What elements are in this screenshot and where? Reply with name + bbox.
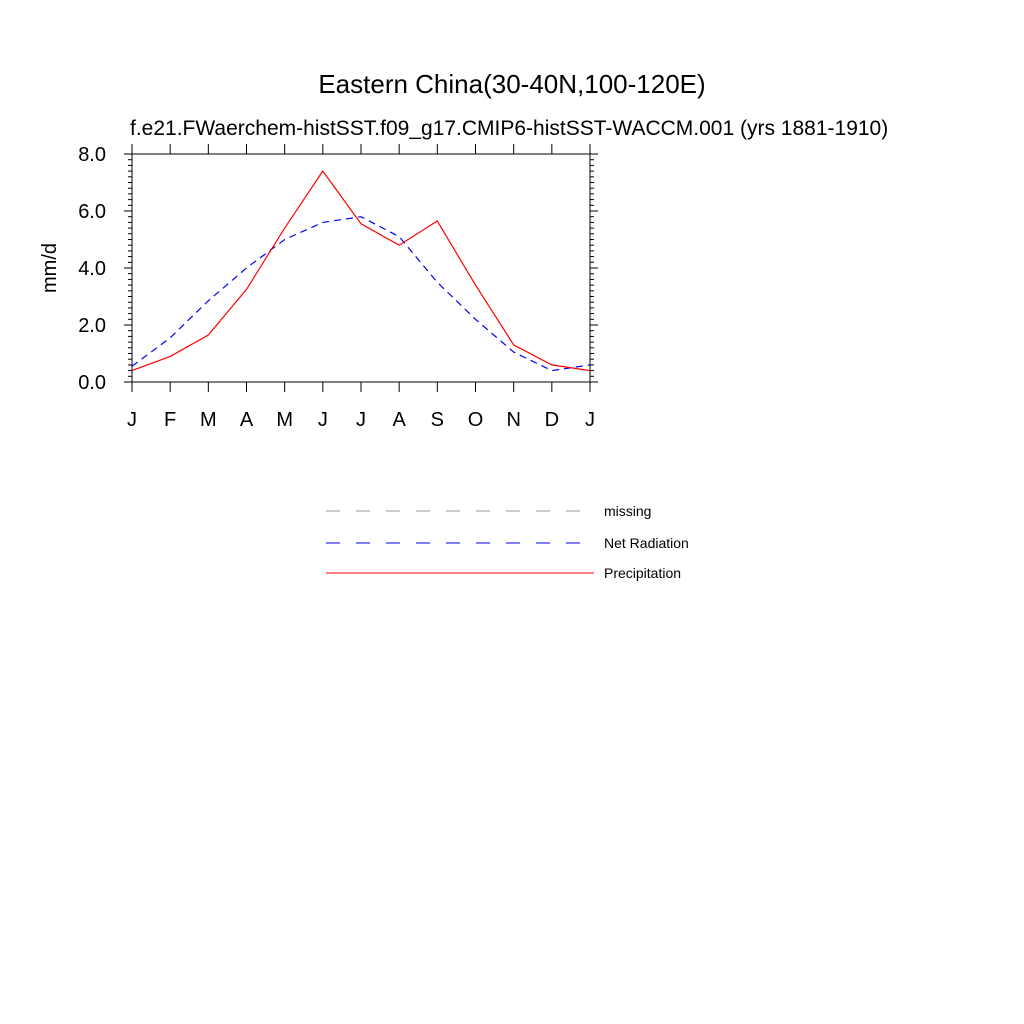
legend: missing Net Radiation Precipitation — [326, 503, 689, 581]
series-line-net-radiation — [131, 216, 591, 372]
plot-frame — [131, 153, 591, 383]
x-tick-label: N — [506, 409, 520, 431]
x-tick-label: J — [318, 409, 328, 431]
x-tick-label: S — [431, 409, 444, 431]
x-tick-label: J — [585, 409, 595, 431]
legend-label: missing — [604, 503, 651, 519]
chart-subtitle: f.e21.FWaerchem-histSST.f09_g17.CMIP6-hi… — [130, 117, 889, 140]
y-tick-labels: 0.0 2.0 4.0 6.0 8.0 — [78, 144, 106, 394]
x-tick-label: J — [356, 409, 366, 431]
legend-label: Net Radiation — [604, 535, 689, 551]
y-tick-label: 4.0 — [78, 258, 106, 280]
x-tick-label: O — [468, 409, 484, 431]
x-tick-label: D — [545, 409, 559, 431]
x-tick-label: A — [392, 409, 406, 431]
series-group — [131, 170, 591, 372]
x-tick-label: A — [240, 409, 254, 431]
x-tick-label: F — [164, 409, 176, 431]
y-axis-label: mm/d — [39, 243, 61, 293]
x-tick-label: M — [200, 409, 217, 431]
y-tick-label: 0.0 — [78, 372, 106, 394]
y-tick-label: 8.0 — [78, 144, 106, 166]
y-tick-label: 6.0 — [78, 201, 106, 223]
x-tick-label: J — [127, 409, 137, 431]
y-tick-label: 2.0 — [78, 315, 106, 337]
plot-border — [131, 153, 591, 383]
x-tick-label: M — [276, 409, 293, 431]
axis-ticks — [124, 144, 598, 392]
chart-title: Eastern China(30-40N,100-120E) — [318, 69, 706, 99]
legend-label: Precipitation — [604, 565, 681, 581]
series-line-precipitation — [131, 170, 591, 372]
